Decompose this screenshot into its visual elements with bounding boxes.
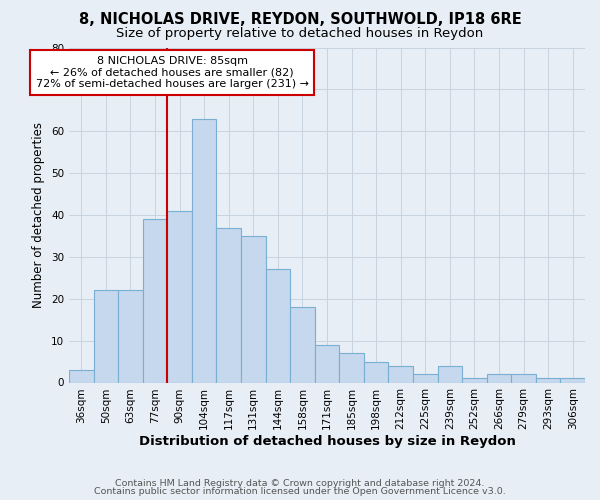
Y-axis label: Number of detached properties: Number of detached properties	[32, 122, 46, 308]
Bar	[94, 290, 118, 382]
Bar	[167, 211, 192, 382]
Bar	[560, 378, 585, 382]
Bar	[217, 228, 241, 382]
Bar	[315, 345, 339, 383]
Bar	[511, 374, 536, 382]
Bar	[143, 219, 167, 382]
Bar	[536, 378, 560, 382]
Bar	[413, 374, 437, 382]
Bar	[462, 378, 487, 382]
Bar	[266, 270, 290, 382]
Bar	[290, 307, 315, 382]
Bar	[69, 370, 94, 382]
Text: 8 NICHOLAS DRIVE: 85sqm
← 26% of detached houses are smaller (82)
72% of semi-de: 8 NICHOLAS DRIVE: 85sqm ← 26% of detache…	[35, 56, 309, 89]
Bar	[388, 366, 413, 382]
Text: 8, NICHOLAS DRIVE, REYDON, SOUTHWOLD, IP18 6RE: 8, NICHOLAS DRIVE, REYDON, SOUTHWOLD, IP…	[79, 12, 521, 28]
Bar	[487, 374, 511, 382]
Bar	[241, 236, 266, 382]
Text: Contains public sector information licensed under the Open Government Licence v3: Contains public sector information licen…	[94, 487, 506, 496]
X-axis label: Distribution of detached houses by size in Reydon: Distribution of detached houses by size …	[139, 435, 515, 448]
Bar	[192, 118, 217, 382]
Bar	[339, 353, 364, 382]
Bar	[437, 366, 462, 382]
Text: Contains HM Land Registry data © Crown copyright and database right 2024.: Contains HM Land Registry data © Crown c…	[115, 478, 485, 488]
Bar	[364, 362, 388, 382]
Bar	[118, 290, 143, 382]
Text: Size of property relative to detached houses in Reydon: Size of property relative to detached ho…	[116, 28, 484, 40]
